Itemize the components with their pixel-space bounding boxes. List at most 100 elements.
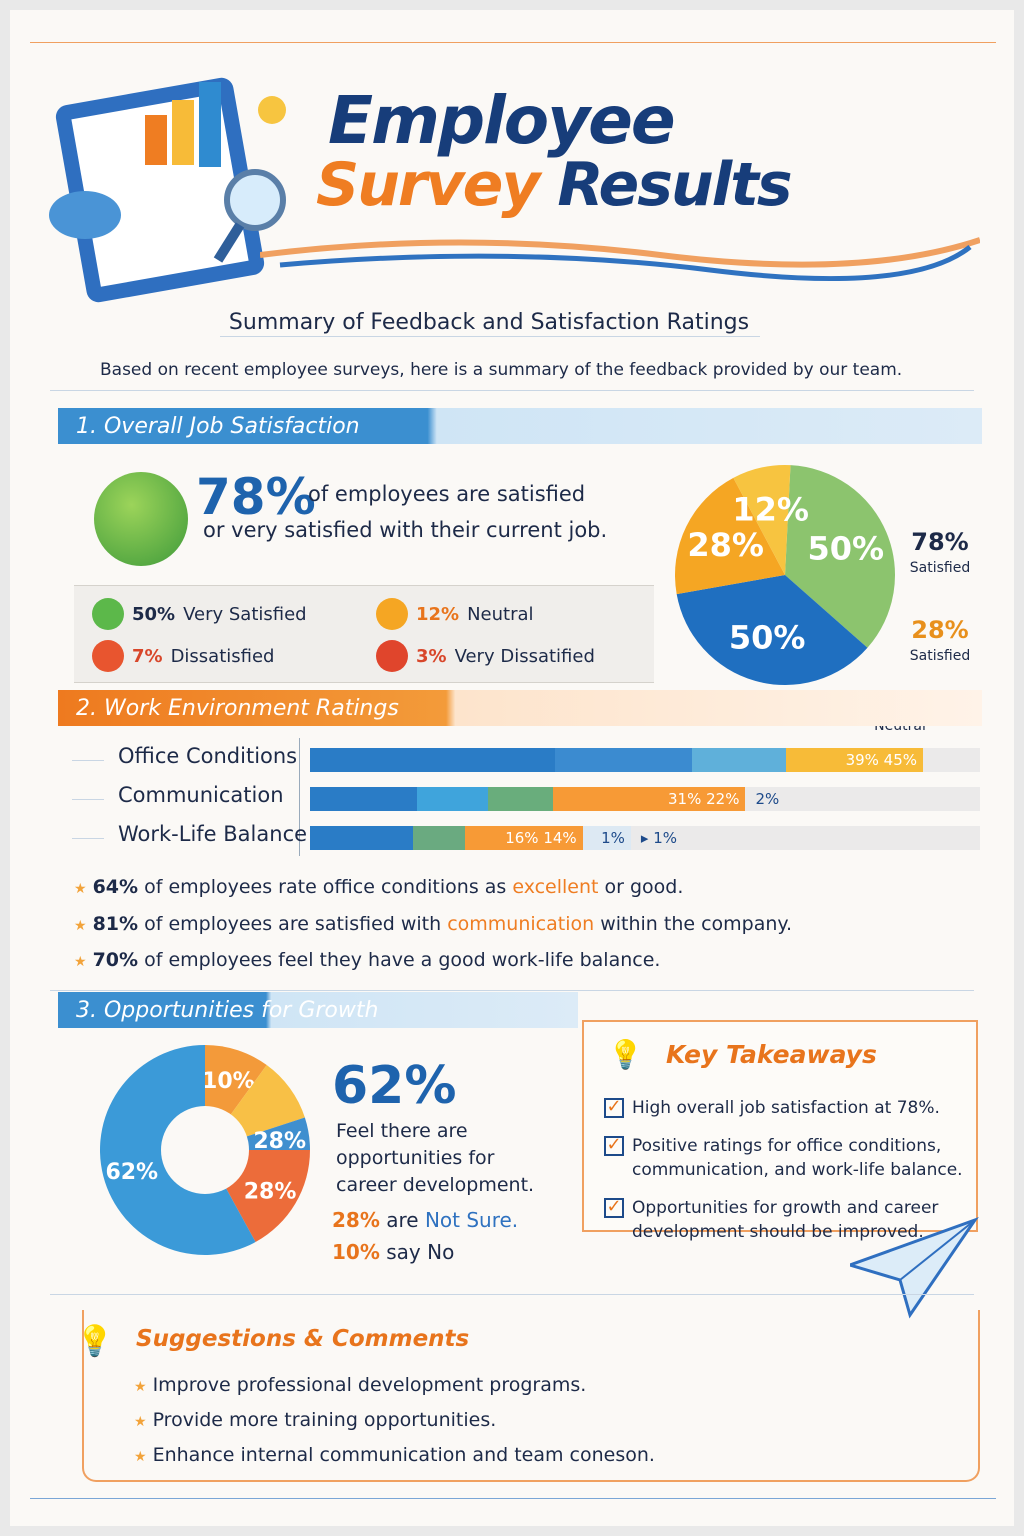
legend-value: 7% [132,645,163,667]
bar-segment [691,748,786,772]
stat-text: of employees rate office conditions as [144,876,513,898]
takeaway-item: ✓ Positive ratings for office conditions,… [604,1134,976,1182]
angry-face-icon [376,640,408,672]
suggestion-text: Enhance internal communication and team … [152,1444,655,1466]
pie-slice [785,465,895,648]
legend-label: Very Dissatified [454,645,595,667]
slice-label: 12% [732,491,809,529]
bar-track: 16% 14% 1% ▸ 1% [310,826,980,850]
star-icon: ★ [74,881,87,897]
satisfaction-text-a: of employees are satisfied [308,482,586,506]
takeaway-item: ✓ Opportunities for growth and career dev… [604,1196,976,1244]
growth-text-line: Feel there are [336,1120,468,1142]
clipboard-illustration-icon [49,77,286,303]
takeaway-text: High overall job satisfaction at 78%. [632,1098,940,1118]
callout-value: 78% [911,528,968,556]
bar-extra-label [923,748,933,772]
intro-text: Based on recent employee surveys, here i… [100,360,903,380]
suggestion-text: Provide more training opportunities. [152,1409,497,1431]
callout-label: Satisfied [910,560,970,576]
section-heading: 1. Overall Job Satisfaction [58,408,982,444]
bar-category-label: Communication [118,783,284,807]
satisfaction-value: 78% [196,468,316,526]
title-results: Results [557,150,792,220]
suggestion-item: ★ Provide more training opportunities. [134,1409,496,1431]
legend-item: 7% Dissatisfied [92,640,274,672]
bar-track: 39% 45% [310,748,980,772]
bar-extra-label: 2% [755,790,780,808]
takeaway-item: ✓ High overall job satisfaction at 78%. [604,1096,940,1120]
legend-item: 50% Very Satisfied [92,598,307,630]
slice-label: 62% [105,1160,158,1185]
suggestions-title: Suggestions & Comments [136,1326,470,1352]
stat-text: of employees feel they have a good work-… [144,949,661,971]
stat-value: 64% [92,876,139,898]
key-takeaways-box: 💡 Key Takeaways ✓ High overall job satisf… [582,1020,978,1242]
bar-track: 31% 22% 2% [310,787,980,811]
pie-slice [733,465,791,575]
slice-label: 50% [729,619,806,657]
stat-line: ★ 64% of employees rate office conditions… [74,876,683,898]
star-icon: ★ [74,918,87,934]
bar-segment: 1% [582,826,631,850]
not-sure-text: are [386,1208,425,1232]
suggestion-item: ★ Improve professional development progra… [134,1374,586,1396]
growth-text: Feel there are opportunities for career de… [336,1118,534,1199]
checkbox-icon: ✓ [604,1098,624,1118]
growth-text-line: opportunities for [336,1147,495,1169]
section-heading: 2. Work Environment Ratings [58,690,982,726]
bar-category-label: Work-Life Balance [118,822,308,846]
happy-face-icon [92,598,124,630]
satisfaction-legend: 50% Very Satisfied 12% Neutral 7% Dissatisf… [74,585,654,683]
sad-face-icon [92,640,124,672]
tick-line [72,838,104,839]
smiley-icon [94,472,188,566]
axis-line [299,738,300,856]
pie-slice [676,575,868,685]
bar-segment: 39% 45% [785,748,924,772]
subtitle: Summary of Feedback and Satisfaction Rat… [228,310,750,335]
tick-line [72,760,104,761]
pie-slice [675,477,785,595]
no-stat: 10% say No [332,1240,454,1264]
stat-highlight: excellent [512,876,599,898]
not-sure-highlight: Not Sure. [424,1208,519,1232]
takeaway-text: Opportunities for growth and career deve… [632,1198,939,1242]
takeaway-text: Positive ratings for office conditions, … [632,1136,963,1180]
legend-label: Neutral [467,603,534,625]
suggestion-text: Improve professional development program… [152,1374,587,1396]
bar-extra-label: ▸ 1% [640,829,677,847]
star-icon: ★ [134,1379,147,1395]
lightbulb-icon: 💡 [608,1038,643,1071]
no-text: say No [386,1240,455,1264]
suggestions-box: 💡 Suggestions & Comments ★ Improve profes… [76,1310,980,1482]
legend-item: 3% Very Dissatified [376,640,595,672]
bar-segment: 31% 22% [553,787,746,811]
stat-text: or good. [598,876,684,898]
legend-value: 50% [132,603,176,625]
bar-segment [310,748,555,772]
key-takeaways-title: Key Takeaways [666,1040,877,1069]
not-sure-value: 28% [332,1208,380,1232]
star-icon: ★ [134,1449,147,1465]
slice-label: 28% [687,526,764,564]
callout-value: 28% [911,616,968,644]
stat-highlight: communication [447,913,595,935]
donut-hole [161,1106,249,1194]
bar-segment [488,787,554,811]
callout-label: Satisfied [910,648,970,664]
satisfaction-pie-chart: 50%50%28%12%78%Satisfied28%Satisfied7%Ne… [675,465,970,734]
checkbox-icon: ✓ [604,1198,624,1218]
lightbulb-icon: 💡 [76,1324,114,1359]
suggestion-item: ★ Enhance internal communication and team… [134,1444,655,1466]
growth-donut-chart: 10%28%28%62% [100,1045,310,1255]
legend-item: 12% Neutral [376,598,534,630]
bar-segment [310,787,418,811]
satisfaction-text-b: or very satisfied with their current job… [203,518,608,542]
legend-label: Very Satisfied [183,603,307,625]
neutral-face-icon [376,598,408,630]
star-icon: ★ [134,1414,147,1430]
title-survey: Survey [316,150,540,220]
legend-label: Dissatisfied [170,645,275,667]
checkbox-icon: ✓ [604,1136,624,1156]
